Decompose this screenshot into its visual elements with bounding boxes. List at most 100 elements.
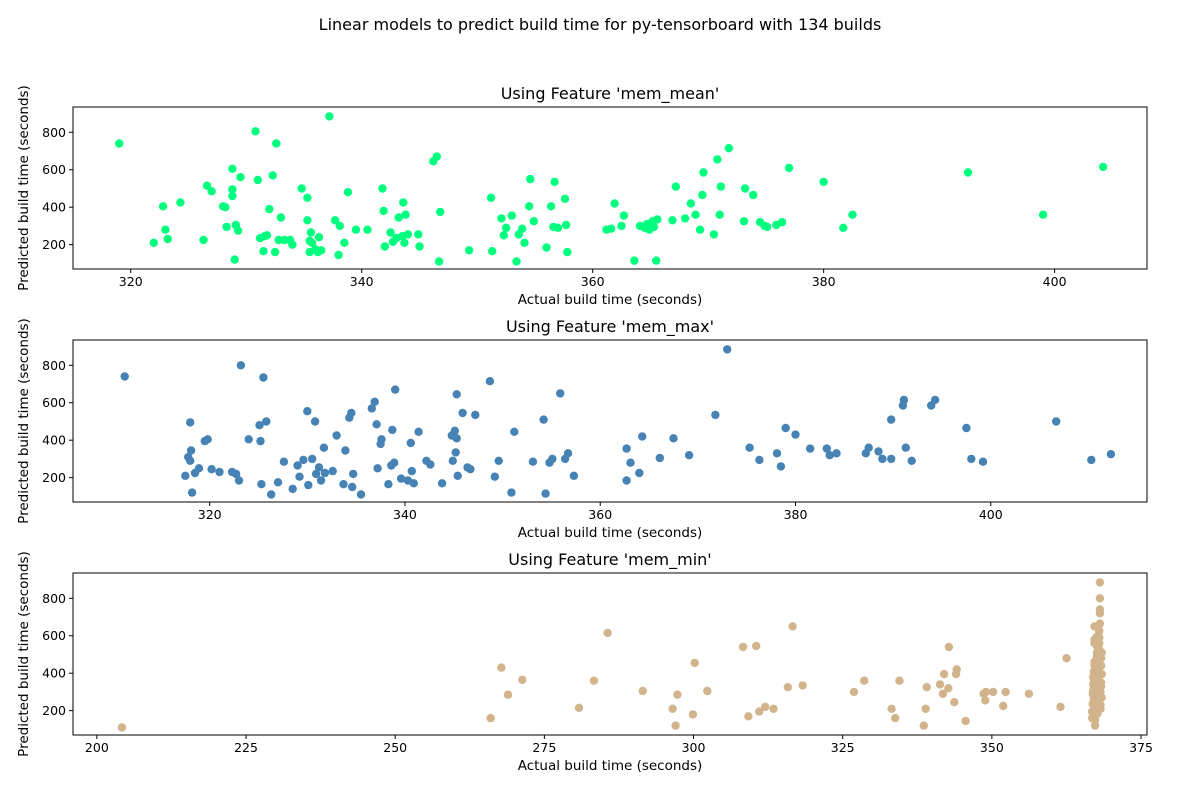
data-point [518, 675, 527, 684]
data-point [1095, 619, 1105, 628]
x-tick-label: 340 [350, 274, 374, 289]
data-point [270, 247, 280, 257]
data-point [887, 704, 896, 713]
data-point [464, 246, 474, 255]
data-point [1098, 162, 1108, 172]
axes-frame [72, 106, 1148, 270]
data-point [280, 235, 289, 245]
data-point [638, 686, 647, 696]
data-point [452, 390, 461, 399]
data-point [267, 490, 276, 499]
data-point [652, 256, 661, 265]
data-point [1038, 210, 1048, 219]
data-point [343, 188, 353, 197]
data-point [688, 710, 698, 719]
data-point [244, 435, 253, 444]
data-point [507, 211, 516, 220]
data-point [655, 453, 664, 463]
data-point [163, 234, 172, 244]
y-axis-label: Predicted build time (seconds) [16, 85, 32, 291]
data-point [1024, 689, 1034, 698]
data-point [394, 213, 403, 222]
data-point [791, 430, 800, 439]
data-point [486, 193, 496, 202]
data-point [1095, 578, 1105, 587]
data-point [684, 451, 694, 460]
data-point [738, 642, 748, 652]
data-point [236, 173, 245, 182]
data-point [1106, 450, 1116, 459]
data-point [1095, 594, 1105, 603]
chart-panel-2: 320 340 360 380 400 200 400 600 800 Using Feature… [16, 317, 1148, 541]
data-point [314, 463, 324, 472]
data-point [339, 480, 348, 489]
data-point [563, 247, 572, 257]
y-tick-label: 400 [42, 200, 66, 215]
data-point [546, 202, 556, 211]
data-point [507, 488, 516, 497]
data-point [671, 182, 680, 191]
data-point [303, 216, 312, 225]
data-point [262, 231, 272, 240]
data-point [919, 721, 928, 730]
data-point [494, 456, 503, 465]
data-point [617, 221, 626, 231]
x-tick-label: 360 [581, 274, 605, 289]
data-point [386, 228, 395, 237]
x-tick-label: 350 [980, 740, 1004, 755]
data-point [772, 449, 782, 458]
data-point [186, 446, 196, 455]
data-point [434, 257, 444, 266]
data-point [314, 233, 324, 242]
data-point [115, 139, 124, 148]
data-point [259, 247, 268, 256]
data-point [303, 407, 312, 416]
data-point [699, 168, 708, 177]
data-point [268, 171, 277, 180]
data-point [257, 480, 266, 489]
data-point [542, 243, 551, 252]
data-point [203, 435, 212, 444]
data-point [860, 676, 869, 685]
data-point [526, 174, 535, 184]
x-tick-label: 200 [85, 740, 109, 755]
x-tick-label: 375 [1129, 740, 1153, 755]
x-tick-label: 360 [588, 507, 612, 522]
data-point [458, 408, 467, 418]
data-point [781, 423, 790, 433]
data-point [259, 373, 268, 382]
data-point [176, 198, 185, 207]
y-tick-label: 600 [42, 162, 66, 177]
data-point [471, 410, 480, 420]
data-point [334, 250, 343, 260]
data-point [251, 127, 260, 136]
data-point [963, 168, 973, 177]
data-point [1062, 654, 1071, 663]
data-point [341, 446, 350, 455]
data-point [962, 423, 971, 433]
data-point [308, 454, 317, 464]
data-point [363, 225, 372, 234]
data-point [231, 469, 241, 479]
data-point [436, 207, 445, 217]
data-point [518, 224, 527, 233]
data-point [466, 465, 475, 474]
data-point [161, 225, 170, 234]
axes-title: Using Feature 'mem_max' [506, 317, 714, 337]
data-point [450, 426, 459, 435]
data-point [265, 204, 274, 214]
data-point [619, 211, 629, 220]
data-point [669, 434, 678, 443]
y-tick-label: 200 [42, 470, 66, 485]
data-point [293, 461, 302, 470]
data-point [186, 418, 195, 427]
data-point [488, 247, 497, 256]
data-point [695, 225, 705, 234]
data-point [388, 425, 397, 435]
data-point [589, 676, 599, 685]
data-point [370, 397, 379, 406]
data-point [409, 479, 418, 488]
data-point [907, 456, 916, 465]
data-point [356, 490, 366, 499]
y-tick-label: 400 [42, 433, 66, 448]
